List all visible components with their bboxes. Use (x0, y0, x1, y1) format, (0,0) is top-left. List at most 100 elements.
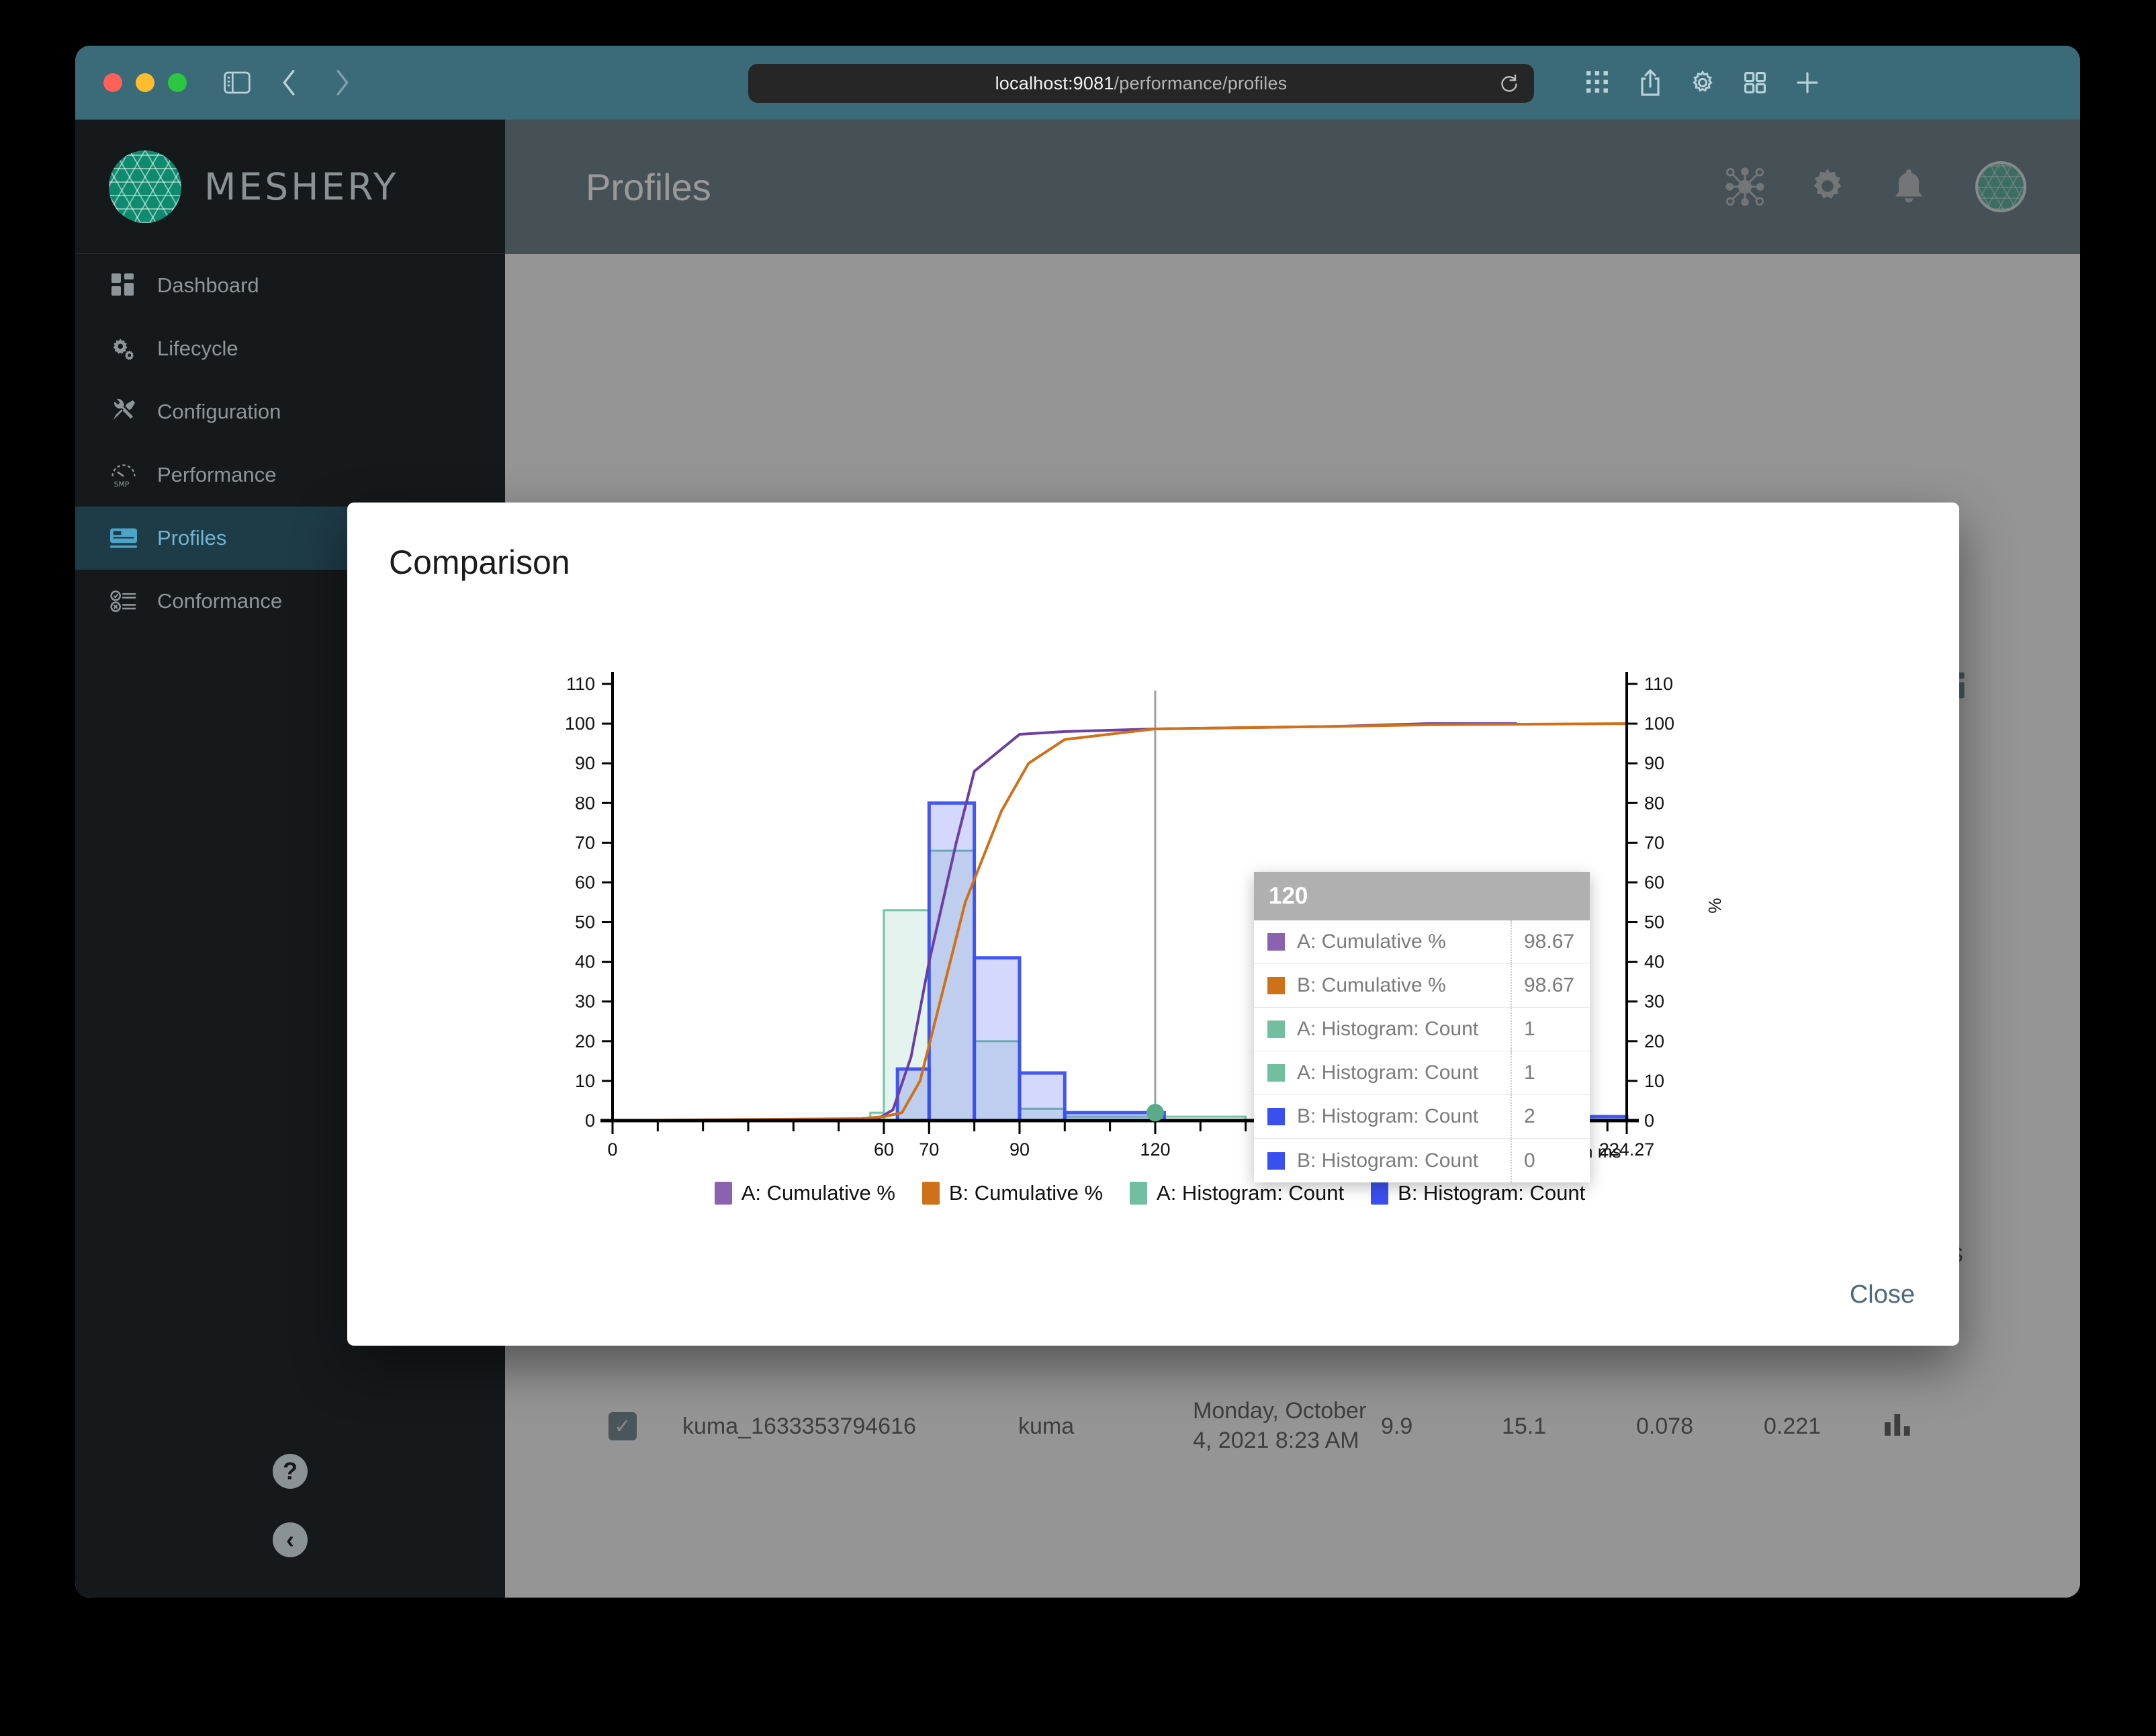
close-window-button[interactable] (103, 73, 122, 92)
sidebar-item-dashboard[interactable]: Dashboard (75, 254, 505, 317)
grid-apps-icon[interactable] (1582, 67, 1613, 98)
legend-swatch (714, 1182, 732, 1205)
svg-text:10: 10 (575, 1071, 595, 1091)
legend-entry[interactable]: A: Histogram: Count (1130, 1181, 1344, 1205)
tooltip-header: 120 (1254, 872, 1590, 920)
tooltip-rows: A: Cumulative % 98.67 B: Cumulative % 98.67… (1254, 920, 1590, 1182)
sidebar-item-configuration[interactable]: Configuration (75, 380, 505, 443)
tabs-icon[interactable] (1740, 67, 1770, 98)
tooltip-row: A: Cumulative % 98.67 (1254, 920, 1590, 964)
svg-text:40: 40 (575, 952, 595, 972)
chart-cursor-point (1146, 1104, 1164, 1122)
share-icon[interactable] (1635, 67, 1666, 98)
svg-text:0: 0 (607, 1139, 617, 1160)
svg-text:60: 60 (575, 872, 595, 892)
tooltip-label: A: Histogram: Count (1297, 1018, 1479, 1040)
gears-icon (110, 335, 137, 362)
sidebar-item-conformance[interactable]: Conformance (75, 570, 505, 633)
svg-text:60: 60 (1644, 872, 1664, 892)
tooltip-row: B: Histogram: Count 2 (1254, 1095, 1590, 1139)
svg-text:60: 60 (874, 1139, 894, 1160)
sidebar-item-performance[interactable]: SMP Performance (75, 443, 505, 507)
url-bar[interactable]: localhost:9081/performance/profiles (748, 64, 1534, 103)
tooltip-value: 98.67 (1511, 920, 1590, 963)
svg-text:30: 30 (1644, 992, 1664, 1012)
close-button[interactable]: Close (1832, 1268, 1932, 1321)
sidebar-toggle-icon[interactable] (222, 67, 253, 98)
svg-text:50: 50 (575, 912, 595, 932)
legend-swatch (922, 1182, 940, 1205)
profiles-card-icon (110, 525, 137, 552)
tooltip-row: B: Cumulative % 98.67 (1254, 964, 1590, 1008)
sidebar-item-label: Lifecycle (157, 337, 238, 360)
legend-swatch (1371, 1182, 1389, 1205)
tooltip-value: 0 (1511, 1139, 1590, 1182)
tooltip-value: 2 (1511, 1095, 1590, 1138)
forward-navigation-icon[interactable] (326, 67, 357, 98)
sidebar-item-label: Conformance (157, 589, 283, 613)
conformance-check-icon (110, 588, 137, 615)
dialog-title: Comparison (389, 544, 570, 581)
tooltip-label: B: Cumulative % (1297, 974, 1446, 996)
new-tab-icon[interactable] (1792, 67, 1823, 98)
tooltip-swatch (1267, 1021, 1285, 1038)
tooltip-row: A: Histogram: Count 1 (1254, 1051, 1590, 1095)
url-text: localhost:9081/performance/profiles (995, 73, 1288, 94)
collapse-sidebar-icon[interactable]: ‹ (273, 1522, 308, 1557)
svg-text:100: 100 (1644, 713, 1674, 734)
tooltip-label: B: Histogram: Count (1297, 1105, 1479, 1127)
tooltip-swatch (1267, 1108, 1285, 1125)
help-icon[interactable]: ? (273, 1454, 308, 1489)
legend-label: B: Histogram: Count (1398, 1181, 1586, 1205)
window-controls[interactable] (103, 73, 187, 92)
tooltip-value: 1 (1511, 1051, 1590, 1094)
series-a-histogram (869, 849, 1383, 1122)
svg-text:40: 40 (1644, 952, 1664, 972)
meshery-logo-icon (109, 150, 181, 223)
svg-text:0: 0 (585, 1111, 595, 1131)
svg-text:120: 120 (1140, 1139, 1170, 1160)
reload-icon[interactable] (1499, 73, 1519, 93)
brand-header[interactable]: MESHERY (75, 120, 505, 254)
tools-icon (110, 398, 137, 425)
url-host: localhost:9081 (995, 73, 1114, 93)
svg-text:90: 90 (575, 753, 595, 773)
comparison-dialog: Comparison 0 10 20 30 40 50 60 70 80 90 100 110 0 10… (347, 503, 1959, 1346)
legend-entry[interactable]: B: Cumulative % (922, 1181, 1103, 1205)
legend-entry[interactable]: B: Histogram: Count (1371, 1181, 1585, 1205)
tooltip-swatch (1267, 1064, 1285, 1082)
svg-text:20: 20 (1644, 1031, 1664, 1051)
svg-text:80: 80 (575, 793, 595, 813)
svg-text:80: 80 (1644, 793, 1664, 813)
legend-label: B: Cumulative % (948, 1181, 1104, 1205)
gear-icon[interactable] (1687, 67, 1718, 98)
left-axis: 0 10 20 30 40 50 60 70 80 90 100 110 (565, 672, 614, 1131)
browser-toolbar-right (1561, 67, 1823, 98)
tooltip-value: 98.67 (1511, 964, 1590, 1007)
svg-text:10: 10 (1644, 1071, 1664, 1091)
svg-text:0: 0 (1644, 1111, 1654, 1131)
tooltip-label: A: Histogram: Count (1297, 1061, 1479, 1084)
maximize-window-button[interactable] (168, 73, 187, 92)
svg-text:224.27: 224.27 (1599, 1139, 1655, 1160)
right-axis: 0 10 20 30 40 50 60 70 80 90 100 110 (1625, 672, 1674, 1131)
tooltip-label: B: Histogram: Count (1297, 1149, 1479, 1172)
series-b-cumulative-line (612, 722, 1627, 1122)
svg-text:20: 20 (575, 1031, 595, 1051)
minimize-window-button[interactable] (136, 73, 154, 92)
svg-text:90: 90 (1644, 753, 1664, 773)
comparison-chart: 0 10 20 30 40 50 60 70 80 90 100 110 0 10 20 30 40 50 60 7… (512, 670, 1788, 1255)
legend-entry[interactable]: A: Cumulative % (714, 1181, 895, 1205)
legend-swatch (1130, 1182, 1148, 1205)
svg-text:110: 110 (1644, 674, 1673, 694)
tooltip-row: A: Histogram: Count 1 (1254, 1008, 1590, 1051)
sidebar-item-lifecycle[interactable]: Lifecycle (75, 317, 505, 380)
y2-axis-label: % (1705, 898, 1725, 913)
tooltip-swatch (1267, 1152, 1285, 1170)
sidebar-footer: ? ‹ (75, 1454, 505, 1557)
back-navigation-icon[interactable] (274, 67, 305, 98)
sidebar-item-label: Dashboard (157, 273, 259, 297)
svg-text:50: 50 (1644, 912, 1664, 932)
tooltip-value: 1 (1511, 1008, 1590, 1051)
